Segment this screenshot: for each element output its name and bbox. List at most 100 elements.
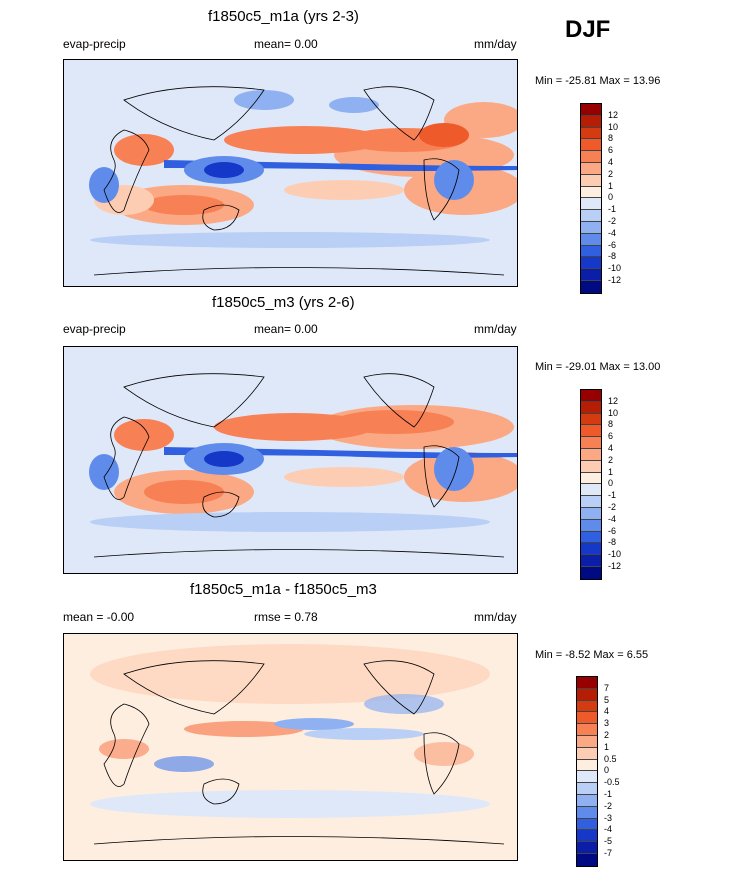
colorbar-tick-label: 1	[608, 466, 614, 477]
colorbar-swatch	[577, 842, 597, 854]
colorbar-swatch	[581, 519, 601, 532]
panel3-minmax: Min = -8.52 Max = 6.55	[535, 649, 649, 661]
colorbar-tick-label: 4	[608, 443, 614, 453]
panel1-mean: mean= 0.00	[254, 37, 318, 51]
colorbar-swatch	[577, 806, 597, 819]
colorbar-swatch	[581, 269, 601, 281]
colorbar-swatch	[577, 771, 597, 784]
colorbar-swatch	[577, 700, 597, 713]
colorbar-swatch	[577, 759, 597, 772]
panel2-map-field	[64, 347, 517, 573]
colorbar-swatch	[581, 174, 601, 187]
colorbar-tick-label: -4	[608, 513, 617, 524]
colorbar-tick-label: 4	[608, 157, 614, 167]
colorbar-swatch	[577, 747, 597, 760]
colorbar-tick-label: -3	[604, 812, 613, 823]
colorbar-tick-label: 1	[608, 180, 614, 191]
colorbar-tick-label: 3	[604, 718, 610, 729]
colorbar-swatch	[581, 221, 601, 234]
colorbar-swatch	[581, 448, 601, 461]
colorbar-swatch	[581, 555, 601, 567]
colorbar-tick-label: -4	[608, 227, 617, 238]
colorbar-tick-label: 2	[604, 730, 610, 740]
colorbar-swatch	[581, 257, 601, 270]
colorbar-swatch	[577, 830, 597, 843]
colorbar-swatch	[577, 794, 597, 807]
season-label: DJF	[565, 16, 611, 43]
colorbar-swatch	[581, 115, 601, 128]
colorbar-tick-label: 10	[608, 121, 619, 132]
colorbar-tick-label: -0.5	[604, 777, 620, 788]
panel2-units: mm/day	[474, 322, 517, 336]
colorbar-tick-label: -1	[604, 789, 613, 799]
colorbar-swatch	[581, 507, 601, 520]
colorbar-swatch	[581, 151, 601, 163]
colorbar-tick-label: -2	[608, 502, 617, 512]
colorbar-tick-label: 0	[608, 478, 614, 489]
colorbar-tick-label: 7	[604, 682, 610, 693]
panel3-units: mm/day	[474, 610, 517, 624]
colorbar-swatch	[581, 531, 601, 544]
panel1-variable: evap-precip	[63, 37, 126, 51]
colorbar-tick-label: 8	[608, 419, 614, 430]
panel1-units: mm/day	[474, 37, 517, 51]
colorbar-swatch	[577, 853, 597, 866]
colorbar-tick-label: -12	[608, 561, 622, 571]
colorbar-swatch	[581, 472, 601, 485]
colorbar-swatch	[577, 688, 597, 701]
panel3-map	[63, 633, 518, 861]
colorbar-swatch	[581, 104, 601, 116]
colorbar-tick-label: 6	[608, 431, 614, 442]
colorbar-tick-label: -12	[608, 275, 622, 285]
colorbar-tick-label: 5	[604, 694, 610, 705]
panel2-variable: evap-precip	[63, 322, 126, 336]
colorbar-swatch	[581, 233, 601, 246]
colorbar-swatch	[581, 401, 601, 414]
panel3-colorbar	[576, 676, 598, 867]
colorbar-tick-label: 12	[608, 109, 619, 120]
colorbar-tick-label: 10	[608, 407, 619, 418]
panel3-map-field	[64, 634, 517, 860]
colorbar-tick-label: 0	[604, 765, 610, 776]
colorbar-tick-label: -8	[608, 251, 617, 262]
colorbar-swatch	[581, 390, 601, 402]
colorbar-tick-label: -2	[608, 216, 617, 226]
colorbar-swatch	[581, 425, 601, 438]
colorbar-swatch	[581, 210, 601, 222]
colorbar-swatch	[577, 724, 597, 736]
colorbar-tick-label: -8	[608, 537, 617, 548]
panel3-rmse: rmse = 0.78	[254, 610, 318, 624]
panel2-mean: mean= 0.00	[254, 322, 318, 336]
colorbar-tick-label: -5	[604, 836, 613, 847]
colorbar-swatch	[581, 437, 601, 449]
colorbar-tick-label: 0.5	[604, 753, 617, 764]
colorbar-tick-label: -4	[604, 824, 613, 835]
colorbar-swatch	[581, 198, 601, 211]
panel2-colorbar	[580, 389, 602, 580]
colorbar-tick-label: 8	[608, 133, 614, 144]
colorbar-swatch	[581, 496, 601, 508]
colorbar-swatch	[581, 566, 601, 579]
colorbar-swatch	[581, 460, 601, 473]
colorbar-swatch	[577, 783, 597, 795]
panel3-mean: mean = -0.00	[63, 610, 135, 624]
panel3-title: f1850c5_m1a - f1850c5_m3	[190, 581, 377, 598]
colorbar-tick-label: -7	[604, 848, 613, 858]
colorbar-tick-label: 6	[608, 145, 614, 156]
panel2-title: f1850c5_m3 (yrs 2-6)	[212, 294, 355, 311]
colorbar-tick-label: 2	[608, 454, 614, 465]
colorbar-tick-label: -2	[604, 800, 613, 811]
panel1-map	[63, 59, 518, 287]
colorbar-swatch	[581, 484, 601, 497]
colorbar-swatch	[581, 139, 601, 152]
colorbar-tick-label: -10	[608, 263, 622, 274]
panel2-map	[63, 346, 518, 574]
panel1-map-field	[64, 60, 517, 286]
colorbar-swatch	[581, 280, 601, 293]
panel1-colorbar	[580, 103, 602, 294]
colorbar-tick-label: -10	[608, 549, 622, 560]
colorbar-tick-label: -6	[608, 239, 617, 250]
colorbar-swatch	[581, 245, 601, 258]
panel2-minmax: Min = -29.01 Max = 13.00	[535, 361, 661, 373]
colorbar-swatch	[581, 186, 601, 199]
